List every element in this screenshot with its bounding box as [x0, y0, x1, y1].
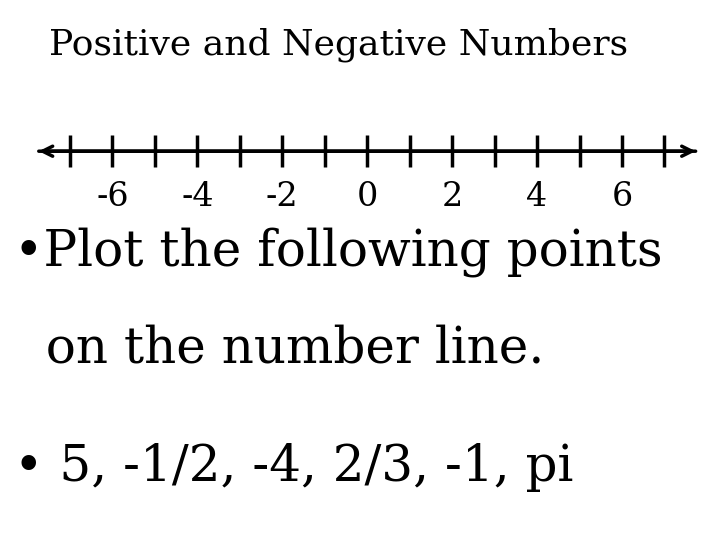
Text: Positive and Negative Numbers: Positive and Negative Numbers — [49, 27, 628, 62]
Text: -2: -2 — [266, 181, 299, 213]
Text: -4: -4 — [181, 181, 214, 213]
Text: •Plot the following points: •Plot the following points — [14, 227, 663, 277]
Text: • 5, -1/2, -4, 2/3, -1, pi: • 5, -1/2, -4, 2/3, -1, pi — [14, 443, 574, 492]
Text: 0: 0 — [356, 181, 378, 213]
Text: 4: 4 — [526, 181, 548, 213]
Text: on the number line.: on the number line. — [14, 324, 545, 374]
Text: -6: -6 — [96, 181, 129, 213]
Text: 2: 2 — [441, 181, 463, 213]
Text: 6: 6 — [611, 181, 633, 213]
